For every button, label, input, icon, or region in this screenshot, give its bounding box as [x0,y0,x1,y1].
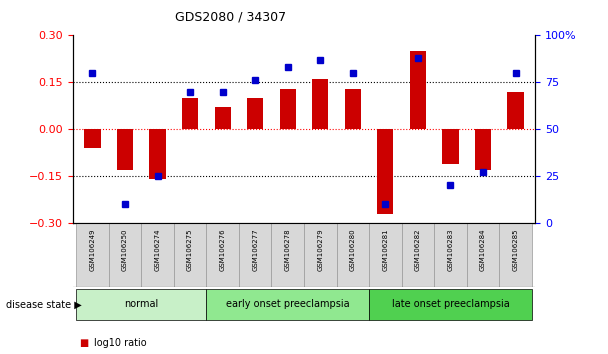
Bar [280,88,296,129]
Text: disease state ▶: disease state ▶ [6,299,82,309]
Bar [410,51,426,129]
Text: GSM106279: GSM106279 [317,228,323,271]
Text: GSM106249: GSM106249 [89,228,95,270]
Bar [76,289,206,320]
Bar [247,98,263,129]
Bar [150,129,166,179]
Bar [85,129,100,148]
Text: normal: normal [124,299,159,309]
Bar [304,223,337,287]
Bar [117,129,133,170]
Text: late onset preeclampsia: late onset preeclampsia [392,299,510,309]
Bar [109,223,141,287]
Bar [345,88,361,129]
Bar [508,92,523,129]
Text: GSM106274: GSM106274 [154,228,161,270]
Bar [174,223,206,287]
Bar [206,223,239,287]
Bar [271,223,304,287]
Bar [475,129,491,170]
Text: GSM106276: GSM106276 [219,228,226,271]
Bar [141,223,174,287]
Bar [434,223,467,287]
Text: GSM106283: GSM106283 [447,228,454,271]
Text: GSM106275: GSM106275 [187,228,193,270]
Text: GSM106280: GSM106280 [350,228,356,271]
Bar [442,129,458,164]
Bar [76,223,109,287]
Text: GSM106250: GSM106250 [122,228,128,270]
Text: GSM106282: GSM106282 [415,228,421,270]
Text: GSM106277: GSM106277 [252,228,258,271]
Bar [239,223,271,287]
Bar [377,129,393,214]
Bar [215,107,231,129]
Bar [182,98,198,129]
Bar [369,223,402,287]
Text: early onset preeclampsia: early onset preeclampsia [226,299,350,309]
Bar [206,289,369,320]
Text: GSM106284: GSM106284 [480,228,486,270]
Bar [369,289,532,320]
Bar [337,223,369,287]
Text: ■: ■ [79,338,88,348]
Text: log10 ratio: log10 ratio [94,338,147,348]
Text: GSM106278: GSM106278 [285,228,291,271]
Bar [467,223,499,287]
Text: GSM106285: GSM106285 [513,228,519,270]
Bar [499,223,532,287]
Bar [402,223,434,287]
Text: GSM106281: GSM106281 [382,228,389,271]
Bar [312,79,328,129]
Text: GDS2080 / 34307: GDS2080 / 34307 [176,11,286,24]
